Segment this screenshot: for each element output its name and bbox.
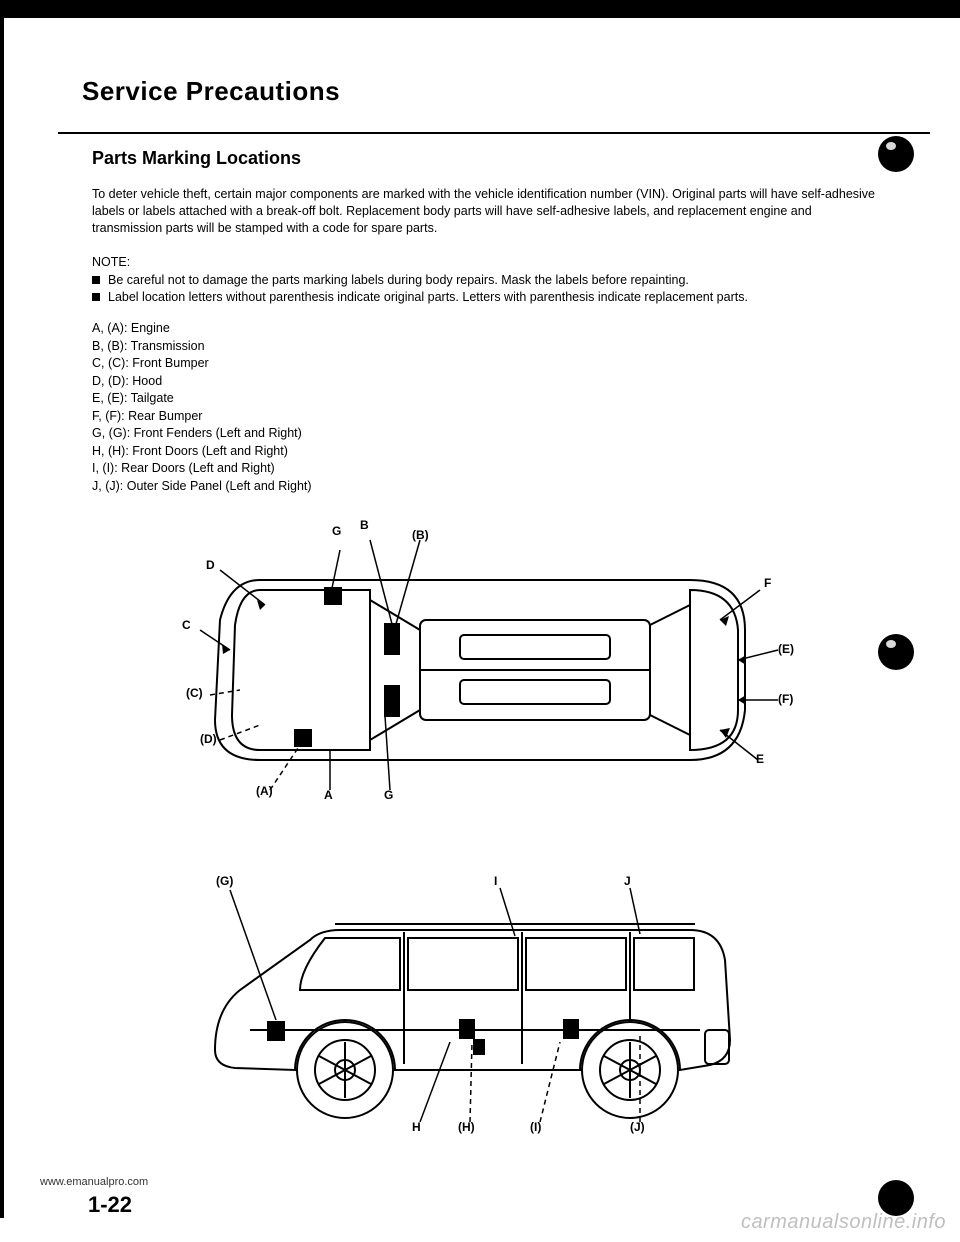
footer-url: www.emanualpro.com xyxy=(40,1176,148,1188)
legend-item: I, (I): Rear Doors (Left and Right) xyxy=(92,460,312,478)
label-B: B xyxy=(360,518,369,532)
label-Jp: (J) xyxy=(630,1120,645,1134)
legend-item: C, (C): Front Bumper xyxy=(92,355,312,373)
watermark: carmanualsonline.info xyxy=(741,1211,946,1234)
legend-item: A, (A): Engine xyxy=(92,320,312,338)
parts-legend: A, (A): Engine B, (B): Transmission C, (… xyxy=(92,320,312,495)
legend-item: F, (F): Rear Bumper xyxy=(92,408,312,426)
note-bullets: Be careful not to damage the parts marki… xyxy=(92,272,882,306)
horizontal-rule xyxy=(58,132,930,134)
label-G2: G xyxy=(384,788,393,802)
label-I: I xyxy=(494,874,497,888)
car-top-svg xyxy=(160,530,800,810)
bullet-icon xyxy=(92,293,100,301)
label-C: C xyxy=(182,618,191,632)
label-Cp: (C) xyxy=(186,686,203,700)
label-J: J xyxy=(624,874,631,888)
subheading: Parts Marking Locations xyxy=(92,148,301,169)
label-Hp: (H) xyxy=(458,1120,475,1134)
bullet-row: Be careful not to damage the parts marki… xyxy=(92,272,882,289)
figure-side-view: (G) I J H (H) (I) (J) xyxy=(160,870,800,1130)
legend-item: J, (J): Outer Side Panel (Left and Right… xyxy=(92,478,312,496)
label-F: F xyxy=(764,576,771,590)
legend-item: G, (G): Front Fenders (Left and Right) xyxy=(92,425,312,443)
bullet-row: Label location letters without parenthes… xyxy=(92,289,882,306)
label-Ip: (I) xyxy=(530,1120,541,1134)
section-title: Service Precautions xyxy=(82,76,340,107)
legend-item: H, (H): Front Doors (Left and Right) xyxy=(92,443,312,461)
label-A: A xyxy=(324,788,333,802)
dot-icon xyxy=(878,136,914,172)
label-E: E xyxy=(756,752,764,766)
legend-item: D, (D): Hood xyxy=(92,373,312,391)
label-G: G xyxy=(332,524,341,538)
label-D: D xyxy=(206,558,215,572)
left-border xyxy=(0,18,14,1218)
bullet-text: Be careful not to damage the parts marki… xyxy=(108,272,882,289)
legend-item: B, (B): Transmission xyxy=(92,338,312,356)
label-Ap: (A) xyxy=(256,784,273,798)
note-label: NOTE: xyxy=(92,254,130,271)
label-Fp: (F) xyxy=(778,692,793,706)
label-Dp: (D) xyxy=(200,732,217,746)
bullet-icon xyxy=(92,276,100,284)
bullet-text: Label location letters without parenthes… xyxy=(108,289,882,306)
label-Bp: (B) xyxy=(412,528,429,542)
label-Ep: (E) xyxy=(778,642,794,656)
legend-item: E, (E): Tailgate xyxy=(92,390,312,408)
intro-paragraph: To deter vehicle theft, certain major co… xyxy=(92,186,882,237)
figure-top-view: G B (B) D C (C) (D) (A) A G F (E) (F) E xyxy=(160,530,800,810)
page-number: 1-22 xyxy=(88,1192,132,1218)
top-border xyxy=(0,0,960,18)
page: Service Precautions Parts Marking Locati… xyxy=(0,0,960,1242)
label-H: H xyxy=(412,1120,421,1134)
dot-icon xyxy=(878,634,914,670)
car-side-svg xyxy=(160,870,800,1130)
label-Gp: (G) xyxy=(216,874,233,888)
